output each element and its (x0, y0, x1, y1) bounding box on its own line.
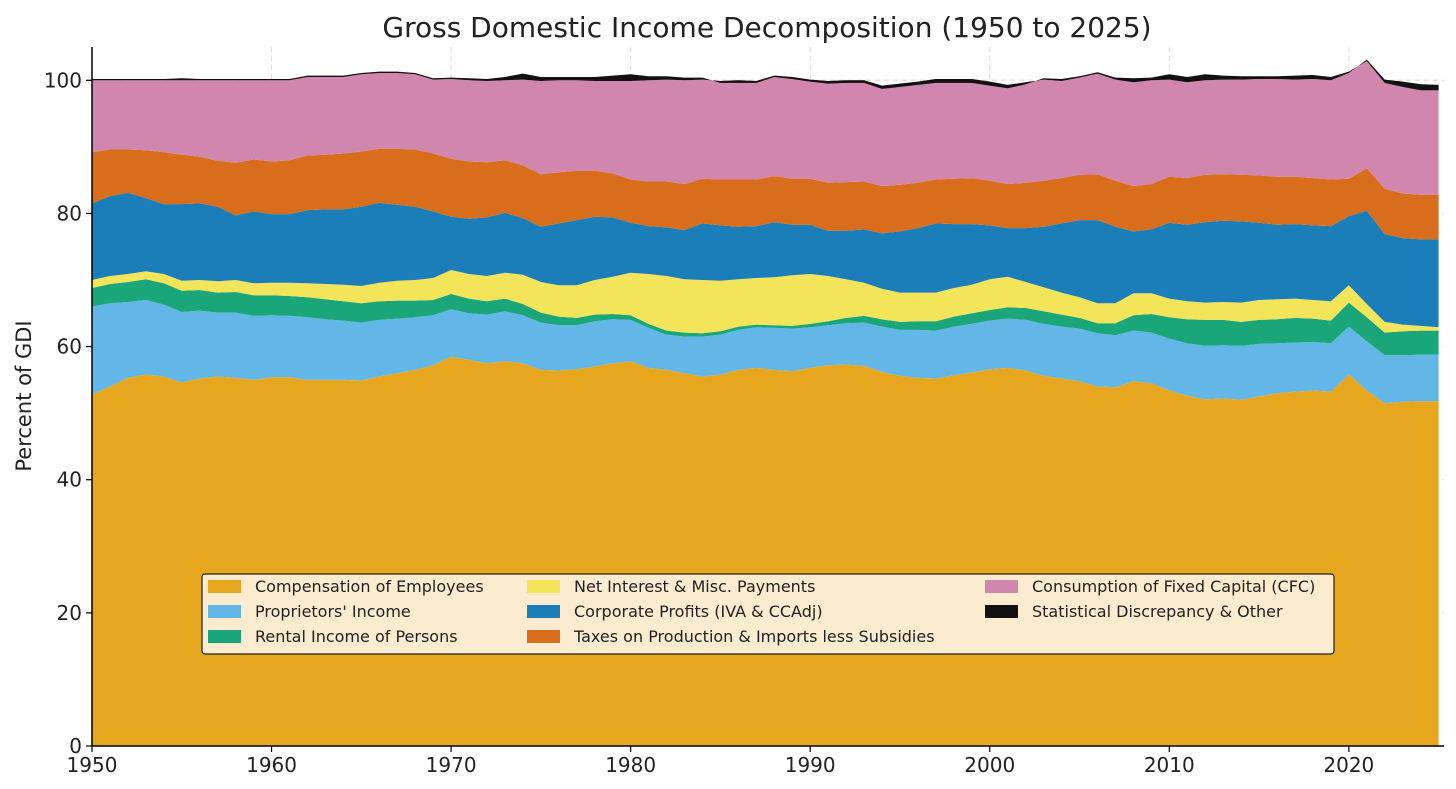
y-tick-label: 40 (57, 468, 82, 492)
area-consumption-of-fixed-capital-cfc (92, 59, 1439, 195)
chart-title: Gross Domestic Income Decomposition (195… (382, 11, 1151, 44)
area-proprietors-income (92, 300, 1439, 404)
legend-label-corporate-profits-iva-ccadj: Corporate Profits (IVA & CCAdj) (574, 602, 823, 621)
tick-labels: 1950 1960 1970 1980 1990 2000 2010 2020 0 20 40 60 8… (44, 68, 1374, 777)
y-tick-label: 60 (57, 335, 82, 359)
legend-swatch-proprietors-income (208, 605, 241, 618)
axes (91, 47, 1444, 747)
area-statistical-discrepancy-other (92, 59, 1439, 91)
x-tick-label: 1960 (246, 753, 297, 777)
legend-label-consumption-of-fixed-capital-cfc: Consumption of Fixed Capital (CFC) (1032, 577, 1315, 596)
legend-swatch-consumption-of-fixed-capital-cfc (985, 580, 1018, 593)
area-layers (92, 59, 1439, 746)
legend-swatch-compensation-of-employees (208, 580, 241, 593)
x-tick-label: 1990 (785, 753, 836, 777)
y-tick-label: 80 (57, 201, 82, 225)
legend-label-net-interest-misc-payments: Net Interest & Misc. Payments (574, 577, 815, 596)
legend-swatch-corporate-profits-iva-ccadj (527, 605, 560, 618)
y-tick-label: 20 (57, 601, 82, 625)
legend-swatch-taxes-on-production-imports-less-subsidies (527, 630, 560, 643)
x-tick-label: 2020 (1323, 753, 1374, 777)
x-tick-label: 1950 (67, 753, 118, 777)
y-tick-label: 100 (44, 68, 82, 92)
legend-box (201, 573, 1335, 655)
legend-label-rental-income-of-persons: Rental Income of Persons (255, 627, 458, 646)
legend-swatch-rental-income-of-persons (208, 630, 241, 643)
legend-label-compensation-of-employees: Compensation of Employees (255, 577, 484, 596)
x-tick-label: 2010 (1144, 753, 1195, 777)
area-taxes-on-production-imports-less-subsidies (92, 148, 1439, 240)
legend-label-taxes-on-production-imports-less-subsidies: Taxes on Production & Imports less Subsi… (573, 627, 935, 646)
x-tick-label: 1980 (605, 753, 656, 777)
legend-swatch-statistical-discrepancy-other (985, 605, 1018, 618)
legend-label-statistical-discrepancy-other: Statistical Discrepancy & Other (1032, 602, 1283, 621)
y-tick-label: 0 (69, 734, 82, 758)
y-axis-label: Percent of GDI (12, 320, 36, 471)
area-corporate-profits-iva-ccadj (92, 192, 1439, 328)
area-rental-income-of-persons (92, 279, 1439, 356)
area-net-interest-misc-payments (92, 270, 1439, 334)
x-tick-label: 1970 (426, 753, 477, 777)
area-compensation-of-employees (92, 356, 1439, 746)
legend-swatch-net-interest-misc-payments (527, 580, 560, 593)
legend-label-proprietors-income: Proprietors' Income (255, 602, 411, 621)
x-tick-label: 2000 (964, 753, 1015, 777)
legend: Compensation of Employees Proprietors' In… (201, 573, 1335, 655)
